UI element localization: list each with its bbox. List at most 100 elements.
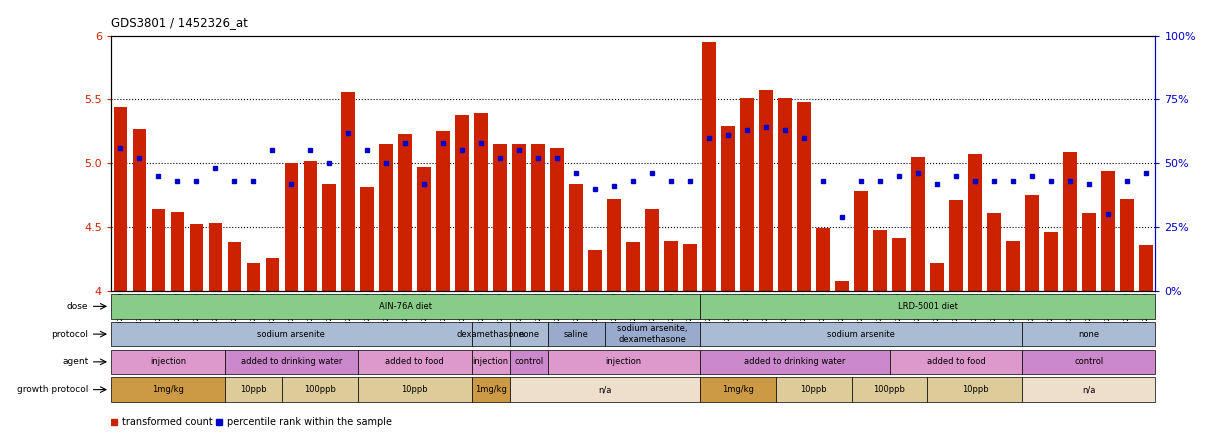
Bar	[246, 263, 260, 291]
Bar	[608, 199, 621, 291]
Text: LRD-5001 diet: LRD-5001 diet	[897, 302, 958, 311]
Bar	[665, 241, 678, 291]
Bar	[111, 294, 699, 319]
Bar	[417, 167, 431, 291]
Text: dexamethasone: dexamethasone	[457, 329, 525, 339]
Bar	[699, 350, 890, 374]
Bar	[699, 294, 1155, 319]
Bar	[510, 377, 699, 402]
Bar	[113, 107, 128, 291]
Bar	[111, 322, 472, 346]
Text: n/a: n/a	[1082, 385, 1095, 394]
Text: 1mg/kg: 1mg/kg	[152, 385, 183, 394]
Bar	[550, 148, 564, 291]
Text: none: none	[519, 329, 539, 339]
Text: 1mg/kg: 1mg/kg	[721, 385, 754, 394]
Bar	[775, 377, 851, 402]
Bar	[358, 350, 472, 374]
Bar	[1023, 350, 1155, 374]
Bar	[437, 131, 450, 291]
Bar	[532, 144, 545, 291]
Bar	[684, 244, 697, 291]
Text: added to food: added to food	[926, 357, 985, 366]
Bar	[851, 377, 927, 402]
Bar	[912, 157, 925, 291]
Bar	[1138, 245, 1153, 291]
Bar	[341, 92, 355, 291]
Bar	[358, 377, 472, 402]
Bar	[456, 115, 469, 291]
Text: n/a: n/a	[598, 385, 611, 394]
Text: sodium arsenite,
dexamethasone: sodium arsenite, dexamethasone	[617, 325, 687, 344]
Bar	[854, 191, 868, 291]
Text: agent: agent	[63, 357, 88, 366]
Bar	[699, 377, 775, 402]
Bar	[224, 377, 282, 402]
Bar	[930, 263, 944, 291]
Text: GDS3801 / 1452326_at: GDS3801 / 1452326_at	[111, 16, 247, 29]
Bar	[285, 163, 298, 291]
Bar	[949, 200, 962, 291]
Text: dose: dose	[66, 302, 88, 311]
Bar	[361, 187, 374, 291]
Bar	[474, 113, 488, 291]
Text: injection: injection	[150, 357, 186, 366]
Text: 10ppb: 10ppb	[402, 385, 428, 394]
Bar	[604, 322, 699, 346]
Bar	[510, 350, 548, 374]
Bar	[513, 144, 526, 291]
Bar	[472, 377, 510, 402]
Bar	[548, 322, 604, 346]
Bar	[645, 209, 658, 291]
Bar	[224, 350, 358, 374]
Bar	[760, 91, 773, 291]
Bar	[493, 144, 507, 291]
Bar	[1120, 199, 1134, 291]
Bar	[189, 225, 204, 291]
Bar	[1082, 213, 1096, 291]
Bar	[282, 377, 358, 402]
Bar	[778, 98, 792, 291]
Bar	[740, 98, 754, 291]
Bar	[265, 258, 280, 291]
Text: 10ppb: 10ppb	[801, 385, 827, 394]
Bar	[322, 184, 336, 291]
Bar	[836, 281, 849, 291]
Bar	[209, 223, 222, 291]
Text: percentile rank within the sample: percentile rank within the sample	[228, 417, 392, 428]
Bar	[472, 322, 510, 346]
Text: injection: injection	[473, 357, 509, 366]
Bar	[721, 126, 734, 291]
Text: transformed count: transformed count	[122, 417, 212, 428]
Bar	[380, 144, 393, 291]
Bar	[927, 377, 1023, 402]
Text: added to drinking water: added to drinking water	[241, 357, 343, 366]
Bar	[569, 184, 582, 291]
Text: 10ppb: 10ppb	[961, 385, 988, 394]
Text: sodium arsenite: sodium arsenite	[827, 329, 895, 339]
Bar	[987, 213, 1001, 291]
Bar	[228, 242, 241, 291]
Bar	[699, 322, 1023, 346]
Text: 1mg/kg: 1mg/kg	[475, 385, 507, 394]
Bar	[1006, 241, 1020, 291]
Bar	[968, 154, 982, 291]
Bar	[1023, 377, 1155, 402]
Text: added to drinking water: added to drinking water	[744, 357, 845, 366]
Text: AIN-76A diet: AIN-76A diet	[379, 302, 432, 311]
Text: none: none	[1078, 329, 1100, 339]
Text: saline: saline	[563, 329, 589, 339]
Bar	[304, 161, 317, 291]
Text: injection: injection	[605, 357, 642, 366]
Bar	[702, 42, 716, 291]
Bar	[1101, 171, 1114, 291]
Bar	[589, 250, 602, 291]
Bar	[133, 129, 146, 291]
Text: growth protocol: growth protocol	[17, 385, 88, 394]
Text: 100ppb: 100ppb	[873, 385, 906, 394]
Bar	[111, 377, 224, 402]
Bar	[111, 350, 224, 374]
Bar	[816, 228, 830, 291]
Bar	[890, 350, 1023, 374]
Bar	[797, 102, 810, 291]
